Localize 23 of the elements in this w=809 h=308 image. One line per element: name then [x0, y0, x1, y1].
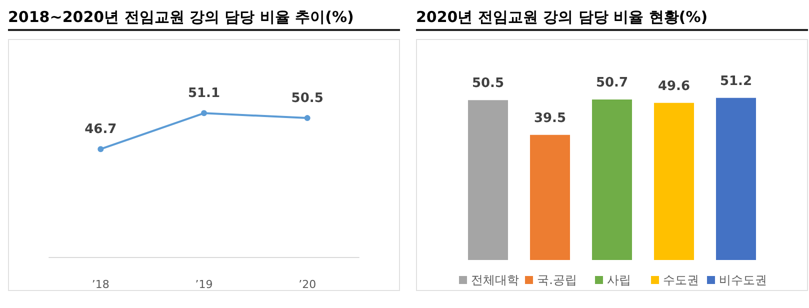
x-tick-label: 국.공립: [537, 273, 577, 287]
chart-title: 2018~2020년 전임교원 강의 담당 비율 추이(%): [8, 8, 400, 31]
bar: [530, 134, 570, 260]
data-label: 39.5: [534, 110, 566, 126]
data-label: 51.2: [720, 74, 752, 89]
data-label: 49.6: [658, 78, 690, 94]
x-tick-label: ’20: [298, 278, 316, 291]
x-tick-label: ’19: [195, 278, 213, 291]
x-tick-label: 전체대학: [471, 273, 519, 287]
data-label: 46.7: [84, 122, 117, 138]
x-tick-label: 수도권: [663, 273, 699, 287]
x-tick-label: 비수도권: [719, 273, 767, 287]
bar: [468, 100, 508, 260]
bar: [592, 99, 632, 260]
x-tick-label: ’18: [92, 278, 110, 291]
data-label: 51.1: [188, 86, 220, 102]
data-label: 50.5: [472, 76, 504, 92]
bar: [654, 102, 694, 260]
chart-title: 2020년 전임교원 강의 담당 비율 현황(%): [416, 8, 808, 31]
data-label: 50.5: [291, 91, 324, 106]
data-label: 50.7: [596, 75, 628, 90]
bar: [716, 98, 756, 260]
x-tick-label: 사립: [607, 273, 631, 287]
